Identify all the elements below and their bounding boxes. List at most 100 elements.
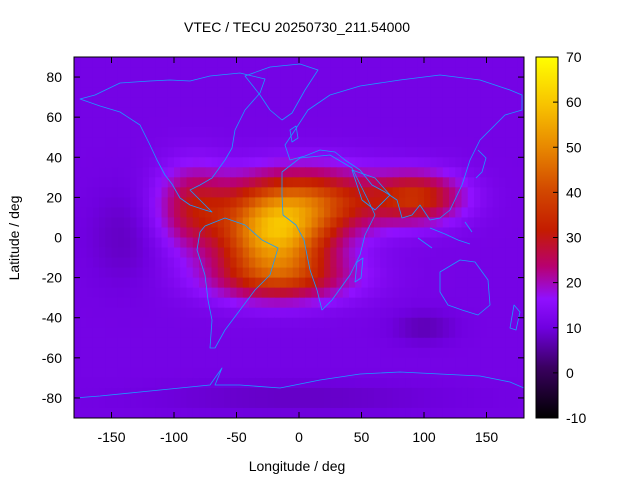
heatmap-cell [74,227,81,239]
heatmap-cell [405,317,413,329]
heatmap-cell [155,307,163,319]
heatmap-cell [261,317,269,329]
heatmap-cell [417,407,425,418]
heatmap-cell [99,257,106,269]
heatmap-cell [124,117,131,128]
heatmap-cell [411,247,419,259]
heatmap-cell [186,177,194,188]
heatmap-cell [242,267,250,279]
heatmap-cell [505,377,513,389]
heatmap-cell [380,277,388,289]
heatmap-cell [424,187,431,198]
heatmap-cell [86,117,94,128]
heatmap-cell [380,377,388,389]
heatmap-cell [499,367,506,379]
heatmap-cell [311,377,319,389]
heatmap-cell [480,247,488,259]
heatmap-cell [274,107,281,118]
heatmap-cell [505,127,513,138]
heatmap-cell [117,257,125,269]
heatmap-cell [249,147,256,158]
heatmap-cell [374,317,381,329]
heatmap-cell [142,257,150,269]
heatmap-cell [355,257,363,269]
heatmap-cell [430,177,438,188]
heatmap-cell [380,157,388,168]
heatmap-cell [411,227,419,239]
heatmap-cell [142,177,150,188]
heatmap-cell [230,187,238,198]
heatmap-cell [455,377,463,389]
heatmap-cell [149,337,156,349]
heatmap-cell [355,337,363,349]
heatmap-cell [205,97,213,108]
heatmap-cell [499,297,506,309]
heatmap-cell [92,107,100,118]
heatmap-cell [236,377,244,389]
heatmap-cell [349,87,356,98]
heatmap-cell [236,117,244,128]
heatmap-cell [211,217,219,229]
heatmap-cell [311,157,319,168]
heatmap-cell [417,267,425,279]
heatmap-cell [380,177,388,188]
heatmap-cell [74,87,81,98]
heatmap-cell [405,277,413,289]
heatmap-cell [117,327,125,339]
heatmap-cell [124,177,131,188]
heatmap-cell [417,67,425,78]
heatmap-cell [392,327,400,339]
heatmap-cell [399,397,406,409]
heatmap-cell [442,127,450,138]
heatmap-cell [130,67,138,78]
heatmap-cell [392,357,400,369]
heatmap-cell [86,167,94,178]
heatmap-cell [324,407,331,418]
heatmap-cell [267,407,275,418]
heatmap-cell [199,217,206,229]
heatmap-cell [317,167,325,178]
heatmap-cell [255,307,263,319]
heatmap-cell [142,57,150,68]
heatmap-cell [349,287,356,299]
heatmap-cell [442,237,450,249]
heatmap-cell [411,367,419,379]
heatmap-cell [236,297,244,309]
heatmap-cell [186,167,194,178]
heatmap-cell [105,147,113,158]
heatmap-cell [274,247,281,259]
heatmap-cell [311,147,319,158]
heatmap-cell [249,377,256,389]
heatmap-cell [80,187,88,198]
heatmap-cell [286,297,294,309]
heatmap-cell [455,77,463,88]
heatmap-cell [174,117,181,128]
heatmap-cell [267,227,275,239]
heatmap-cell [411,87,419,98]
heatmap-cell [517,67,524,78]
heatmap-cell [249,307,256,319]
heatmap-cell [280,217,288,229]
heatmap-cell [286,167,294,178]
heatmap-cell [455,237,463,249]
heatmap-cell [386,327,394,339]
heatmap-cell [105,247,113,259]
heatmap-cell [180,237,188,249]
heatmap-cell [124,307,131,319]
heatmap-cell [111,387,119,399]
heatmap-cell [92,247,100,259]
heatmap-cell [486,117,494,128]
heatmap-cell [355,117,363,128]
heatmap-cell [292,247,300,259]
heatmap-cell [486,327,494,339]
heatmap-cell [174,227,181,239]
heatmap-cell [480,157,488,168]
heatmap-cell [261,257,269,269]
coastline-greenland [244,63,319,121]
heatmap-cell [155,357,163,369]
heatmap-cell [267,177,275,188]
heatmap-cell [136,307,144,319]
heatmap-cell [455,257,463,269]
heatmap-cell [311,217,319,229]
heatmap-cell [336,197,344,209]
